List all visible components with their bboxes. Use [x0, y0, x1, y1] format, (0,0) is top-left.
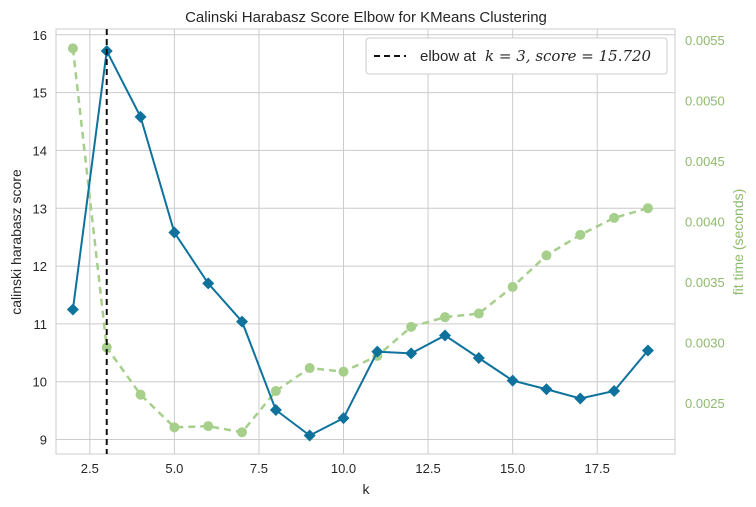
score-point	[641, 344, 654, 357]
fit-time-point	[406, 321, 417, 332]
y-tick-label: 14	[33, 143, 47, 158]
legend-prefix: elbow at	[420, 48, 477, 65]
x-axis-label: k	[363, 481, 371, 497]
fit-time-point	[67, 43, 78, 54]
x-axis: 2.5 5.0 7.5 10.0 12.5 15.0 17.5	[81, 461, 610, 476]
legend-math: k = 3, score = 15.720	[485, 47, 651, 65]
score-point	[506, 374, 519, 387]
y-tick-label: 9	[40, 433, 47, 448]
fit-time-point	[439, 312, 450, 323]
score-point	[236, 315, 249, 328]
y-tick-label: 12	[33, 259, 47, 274]
y-tick-label: 10	[33, 375, 47, 390]
fit-time-line	[71, 48, 649, 434]
score-point	[168, 226, 181, 239]
y2-tick-label: 0.0040	[685, 215, 725, 230]
fit-time-point	[101, 342, 112, 353]
fit-time-point	[135, 389, 146, 400]
x-tick-label: 12.5	[415, 461, 440, 476]
score-line	[71, 47, 649, 437]
series-area	[66, 43, 654, 442]
fit-time-point	[237, 427, 248, 438]
y2-axis-label: fit time (seconds)	[730, 189, 746, 296]
score-point	[337, 412, 350, 425]
x-tick-label: 17.5	[585, 461, 610, 476]
score-point	[608, 384, 621, 397]
y-tick-label: 15	[33, 86, 47, 101]
score-point	[438, 329, 451, 342]
y-axis-label: calinski harabasz score	[8, 169, 24, 315]
score-point	[202, 277, 215, 290]
score-point	[574, 392, 587, 405]
y2-tick-label: 0.0055	[685, 33, 725, 48]
x-tick-label: 15.0	[500, 461, 525, 476]
score-point	[405, 347, 418, 360]
fit-time-point	[642, 203, 653, 214]
fit-time-point	[609, 212, 620, 223]
fit-time-point	[304, 363, 315, 374]
y-tick-label: 13	[33, 201, 47, 216]
fit-time-point	[541, 250, 552, 261]
score-point	[371, 345, 384, 358]
x-tick-label: 2.5	[81, 461, 99, 476]
score-point	[269, 404, 282, 417]
y2-tick-label: 0.0025	[685, 396, 725, 411]
fit-time-point	[203, 421, 214, 432]
score-point	[472, 352, 485, 365]
legend-label: elbow at k = 3, score = 15.720	[420, 47, 652, 65]
y2-tick-label: 0.0045	[685, 154, 725, 169]
fit-time-point	[338, 366, 349, 377]
fit-time-point	[507, 281, 518, 292]
y2-tick-label: 0.0030	[685, 336, 725, 351]
y-tick-label: 11	[34, 317, 48, 332]
score-point	[66, 303, 79, 316]
score-point	[540, 383, 553, 396]
x-tick-label: 7.5	[250, 461, 268, 476]
legend-box	[365, 37, 668, 75]
fit-time-point	[473, 308, 484, 319]
y-tick-label: 16	[33, 28, 47, 43]
y-axis-right: 0.0025 0.0030 0.0035 0.0040 0.0045 0.0050 0.00…	[685, 33, 725, 411]
x-tick-label: 5.0	[165, 461, 183, 476]
fit-time-point	[270, 386, 281, 397]
legend: elbow at k = 3, score = 15.720	[365, 37, 668, 75]
y2-tick-label: 0.0035	[685, 275, 725, 290]
score-point	[303, 429, 316, 442]
x-tick-label: 10.0	[331, 461, 356, 476]
fit-time-point	[575, 229, 586, 240]
fit-time-point	[169, 422, 180, 433]
plot-frame	[55, 28, 676, 455]
y-axis-left: 9 10 11 12 13 14 15 16	[33, 28, 47, 448]
score-point	[134, 110, 147, 123]
y2-tick-label: 0.0050	[685, 93, 725, 108]
chart-title: Calinski Harabasz Score Elbow for KMeans…	[185, 9, 547, 26]
